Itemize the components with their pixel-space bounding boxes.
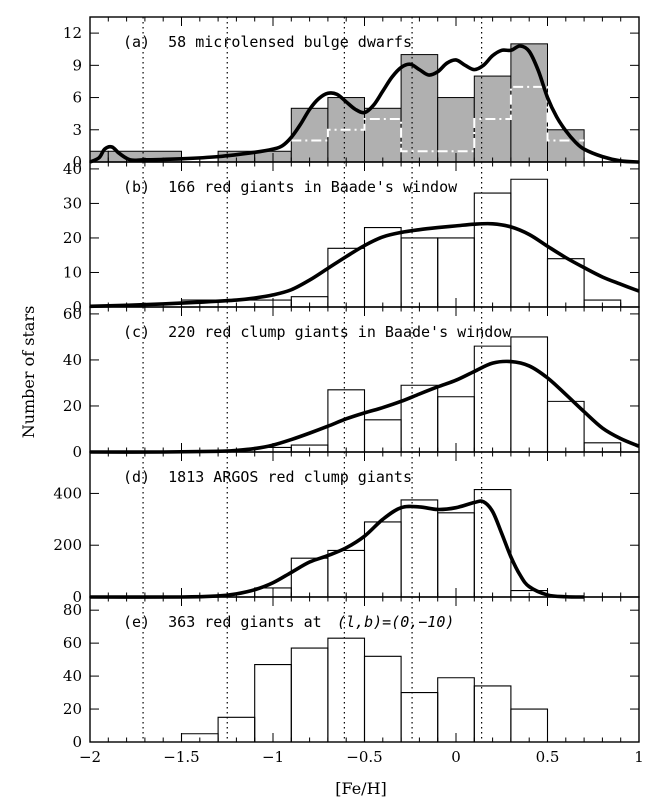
y-tick-label: 30 bbox=[63, 194, 82, 212]
x-tick-label: −0.5 bbox=[346, 748, 382, 766]
density-curve bbox=[89, 499, 585, 599]
histogram-bar bbox=[510, 178, 549, 307]
histogram-bar bbox=[400, 692, 439, 742]
histogram-bar bbox=[437, 677, 475, 742]
histogram-bar bbox=[547, 129, 585, 163]
y-tick-label: 40 bbox=[63, 667, 82, 685]
y-tick-label: 0 bbox=[72, 733, 82, 751]
y-tick-label: 20 bbox=[63, 229, 82, 247]
y-tick-label: 0 bbox=[72, 588, 82, 606]
y-tick-label: 20 bbox=[63, 397, 82, 415]
y-tick-label: 9 bbox=[72, 56, 82, 74]
secondary-histogram-line bbox=[291, 85, 585, 153]
histogram-bar bbox=[290, 647, 329, 742]
histogram-bar bbox=[327, 389, 366, 452]
panel-b: 0 10 20 30 40 (b) 166 red giants in Baade's w… bbox=[63, 160, 640, 316]
panel-e: 0 20 40 60 80 (e) 363 red giants at (l,b)=(0,… bbox=[63, 596, 640, 751]
x-axis-title: [Fe/H] bbox=[335, 779, 387, 798]
histogram-bar bbox=[510, 708, 549, 742]
panel-title: (c) 220 red clump giants in Baade's wind… bbox=[123, 323, 512, 341]
histogram-bar bbox=[400, 54, 439, 163]
histogram-bar bbox=[290, 107, 329, 163]
panel-title-suffix: (l,b)=(0,−10) bbox=[337, 613, 454, 631]
histogram-bar bbox=[546, 400, 585, 452]
y-tick-label: 0 bbox=[72, 298, 82, 316]
histogram-bar bbox=[510, 336, 549, 452]
histogram-bar bbox=[363, 419, 402, 452]
panel-a: 0 3 6 9 12 (a) 58 microlensed bulge dwarfs bbox=[63, 16, 640, 171]
y-tick-label: 12 bbox=[63, 24, 82, 42]
histogram-bar bbox=[363, 227, 402, 307]
y-tick-label: 40 bbox=[63, 351, 82, 369]
histogram-bar bbox=[473, 488, 512, 597]
histogram-bar bbox=[437, 97, 475, 163]
y-tick-label: 60 bbox=[63, 305, 82, 323]
histogram-bar bbox=[473, 685, 512, 742]
histogram-bar bbox=[400, 237, 439, 307]
y-tick-label: 0 bbox=[72, 153, 82, 171]
y-tick-label: 200 bbox=[53, 536, 82, 554]
panel-d: 200 400 0 (d) 1813 ARGOS red clump giants bbox=[53, 451, 640, 606]
y-tick-label: 20 bbox=[63, 700, 82, 718]
histogram-bar bbox=[437, 237, 475, 307]
histogram-bar bbox=[254, 664, 292, 742]
histogram-bar bbox=[473, 192, 512, 307]
histogram-bar bbox=[327, 549, 366, 597]
y-tick-label: 10 bbox=[63, 263, 82, 281]
panel-title: (e) 363 red giants at bbox=[123, 613, 331, 631]
y-axis-title: Number of stars bbox=[19, 306, 38, 439]
x-tick-label: 0.5 bbox=[536, 748, 560, 766]
panel-title: (a) 58 microlensed bulge dwarfs bbox=[123, 33, 412, 51]
y-tick-label: 0 bbox=[72, 443, 82, 461]
y-tick-label: 60 bbox=[63, 634, 82, 652]
x-tick-label: −1 bbox=[262, 748, 284, 766]
histogram-bar bbox=[363, 655, 402, 742]
panel-c: 0 20 40 60 (c) 220 red clump giants in Baade… bbox=[63, 305, 640, 461]
y-tick-label: 400 bbox=[53, 484, 82, 502]
histogram-bar bbox=[510, 43, 548, 163]
density-curve bbox=[89, 44, 640, 164]
panel-title: (b) 166 red giants in Baade's window bbox=[123, 178, 458, 196]
x-tick-label: 0 bbox=[451, 748, 461, 766]
density-curve bbox=[89, 221, 640, 309]
x-tick-label: −1.5 bbox=[163, 748, 199, 766]
y-tick-label: 6 bbox=[72, 89, 82, 107]
histogram-bar bbox=[327, 637, 366, 742]
histogram-bar bbox=[583, 442, 622, 452]
panel-title: (d) 1813 ARGOS red clump giants bbox=[123, 468, 412, 486]
x-tick-label: −2 bbox=[79, 748, 101, 766]
y-tick-label: 3 bbox=[72, 121, 82, 139]
histogram-bar bbox=[400, 499, 439, 597]
y-tick-label: 40 bbox=[63, 160, 82, 178]
x-tick-label: 1 bbox=[634, 748, 644, 766]
y-tick-label: 80 bbox=[63, 601, 82, 619]
histogram-bar bbox=[437, 512, 475, 597]
histogram-bar bbox=[364, 107, 402, 163]
